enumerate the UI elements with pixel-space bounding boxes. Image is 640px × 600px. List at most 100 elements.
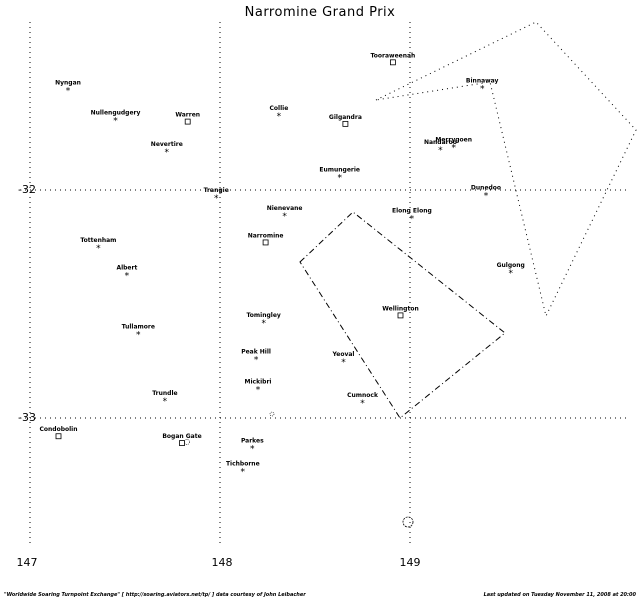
star-marker-icon: * bbox=[282, 212, 287, 222]
square-marker-icon bbox=[342, 120, 349, 127]
star-marker-icon: * bbox=[451, 144, 456, 154]
star-marker-icon: * bbox=[136, 331, 141, 341]
town-label: Nyngan bbox=[55, 80, 81, 87]
town-marker[interactable]: *Eumungerie bbox=[319, 166, 360, 183]
town-label: Yeoval bbox=[331, 351, 354, 358]
town-marker[interactable]: *Nienevane bbox=[267, 205, 303, 222]
towns-layer: *Nyngan*Nullengudgery Warren*Nevertire*Co… bbox=[39, 52, 524, 477]
town-marker[interactable]: Gilgandra bbox=[329, 114, 362, 127]
town-label: Dunedoo bbox=[471, 185, 501, 192]
town-marker[interactable]: *Parkes bbox=[241, 438, 264, 455]
town-label: Cumnock bbox=[347, 392, 379, 399]
town-label: Peak Hill bbox=[241, 349, 271, 356]
town-marker[interactable]: *Nullengudgery bbox=[91, 109, 141, 126]
town-marker[interactable]: Condobolin bbox=[39, 426, 78, 440]
town-label: Trundle bbox=[152, 390, 177, 397]
town-label: Merrygoen bbox=[435, 137, 472, 144]
star-marker-icon: * bbox=[113, 116, 118, 126]
waypoint-circle-marker bbox=[269, 411, 275, 417]
town-marker[interactable]: *Mickibri bbox=[245, 378, 272, 395]
star-marker-icon: * bbox=[484, 192, 489, 202]
town-label: Eumungerie bbox=[319, 166, 360, 173]
star-marker-icon: * bbox=[360, 399, 365, 409]
footer-updated: Last updated on Tuesday November 11, 200… bbox=[484, 592, 637, 598]
town-label: Parkes bbox=[241, 438, 264, 445]
town-marker[interactable]: Bogan Gate bbox=[162, 433, 202, 446]
town-label: Condobolin bbox=[39, 426, 77, 433]
town-label: Tomingley bbox=[247, 312, 281, 319]
town-label: Tichborne bbox=[226, 460, 260, 467]
star-marker-icon: * bbox=[261, 319, 266, 329]
town-marker[interactable]: *Collie bbox=[270, 105, 289, 122]
x-tick-147: 147 bbox=[17, 556, 38, 569]
square-marker-icon bbox=[397, 312, 404, 319]
town-label: Nandaroo bbox=[424, 139, 457, 146]
star-marker-icon: * bbox=[250, 445, 255, 455]
town-label: Nevertire bbox=[151, 141, 183, 148]
town-marker[interactable]: *Gulgong bbox=[497, 262, 525, 279]
y-tick-32: -32 bbox=[18, 183, 36, 196]
town-label: Wellington bbox=[382, 305, 418, 312]
town-marker[interactable]: *Merrygoen bbox=[435, 137, 472, 154]
square-marker-icon bbox=[55, 433, 62, 440]
town-label: Tooraweenah bbox=[370, 52, 415, 59]
axis-labels: 147 148 149 -32 -33 bbox=[17, 183, 421, 569]
town-label: Tottenham bbox=[80, 237, 116, 244]
map-title: Narromine Grand Prix bbox=[245, 5, 396, 20]
town-marker[interactable]: Warren bbox=[175, 112, 200, 125]
town-marker[interactable]: *Nyngan bbox=[55, 80, 81, 97]
star-marker-icon: * bbox=[341, 358, 346, 368]
town-marker[interactable]: *Albert bbox=[116, 264, 137, 281]
star-marker-icon: * bbox=[125, 271, 130, 281]
town-marker[interactable]: Narromine bbox=[248, 232, 284, 246]
town-marker[interactable]: Tooraweenah bbox=[370, 52, 415, 66]
town-label: Elong Elong bbox=[392, 207, 432, 214]
star-marker-icon: * bbox=[241, 467, 246, 477]
town-label: Tullamore bbox=[122, 324, 155, 331]
town-marker[interactable]: *Cumnock bbox=[347, 392, 379, 409]
town-marker[interactable]: *Tomingley bbox=[247, 312, 281, 329]
task-area-dashdot bbox=[299, 211, 506, 419]
town-marker[interactable]: *Dunedoo bbox=[471, 185, 501, 202]
footer-credit: "Worldwide Soaring Turnpoint Exchange" [… bbox=[4, 592, 306, 598]
x-tick-149: 149 bbox=[400, 556, 421, 569]
square-marker-icon bbox=[389, 59, 396, 66]
town-marker[interactable]: *Tullamore bbox=[122, 324, 155, 341]
town-label: Collie bbox=[270, 105, 289, 112]
star-marker-icon: * bbox=[337, 173, 342, 183]
town-marker[interactable]: *Tichborne bbox=[226, 460, 260, 477]
waypoint-circle-marker bbox=[184, 439, 190, 445]
town-label: Gilgandra bbox=[329, 114, 362, 121]
town-marker[interactable]: *Nevertire bbox=[151, 141, 183, 158]
star-marker-icon: * bbox=[214, 194, 219, 204]
star-marker-icon: * bbox=[410, 214, 415, 224]
town-marker[interactable]: *Peak Hill bbox=[241, 349, 271, 366]
y-tick-33: -33 bbox=[18, 411, 36, 424]
town-marker[interactable]: *Nandaroo bbox=[424, 139, 457, 156]
town-marker[interactable]: *Trundle bbox=[152, 390, 177, 407]
town-marker[interactable]: *Tottenham bbox=[80, 237, 116, 254]
square-marker-icon bbox=[184, 118, 191, 125]
town-marker[interactable]: *Elong Elong bbox=[392, 207, 432, 224]
square-marker-icon bbox=[262, 239, 269, 246]
star-marker-icon: * bbox=[256, 385, 261, 395]
star-marker-icon: * bbox=[480, 84, 485, 94]
town-label: Trangie bbox=[204, 187, 229, 194]
town-label: Mickibri bbox=[245, 378, 272, 385]
town-marker[interactable]: Wellington bbox=[382, 305, 419, 319]
town-label: Albert bbox=[116, 264, 137, 271]
square-marker-icon bbox=[179, 440, 185, 446]
town-marker[interactable]: *Binnaway bbox=[466, 77, 499, 94]
town-label: Binnaway bbox=[466, 77, 499, 84]
town-label: Gulgong bbox=[497, 262, 525, 269]
town-label: Nienevane bbox=[267, 205, 303, 212]
star-marker-icon: * bbox=[163, 397, 168, 407]
star-marker-icon: * bbox=[277, 112, 282, 122]
town-label: Narromine bbox=[248, 232, 284, 239]
x-tick-148: 148 bbox=[212, 556, 233, 569]
star-marker-icon: * bbox=[508, 269, 513, 279]
town-marker[interactable]: *Yeoval bbox=[331, 351, 354, 368]
town-marker[interactable]: *Trangie bbox=[204, 187, 229, 204]
graticule bbox=[20, 22, 630, 545]
